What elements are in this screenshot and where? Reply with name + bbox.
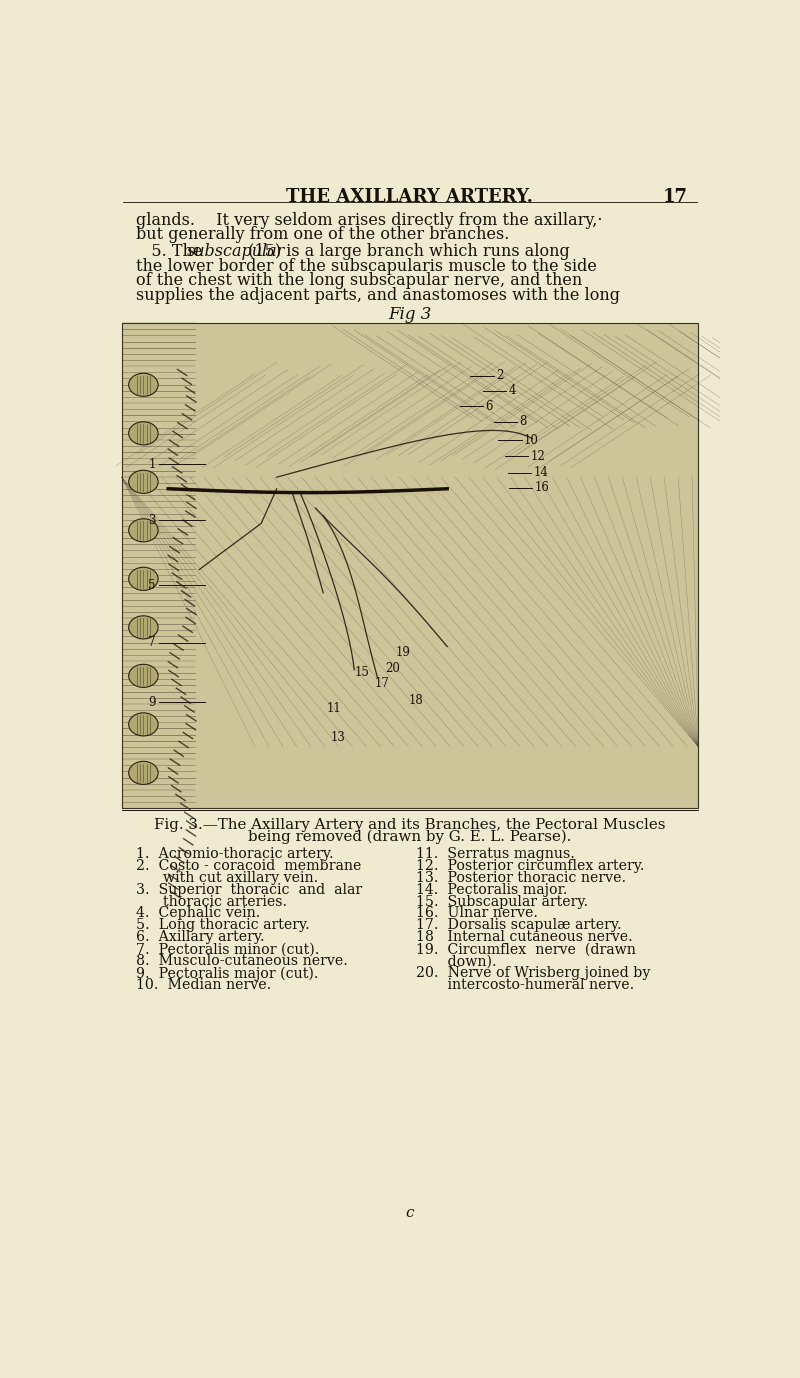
Text: 20.  Nerve of Wrisberg joined by: 20. Nerve of Wrisberg joined by xyxy=(416,966,650,980)
Text: 14.  Pectoralis major.: 14. Pectoralis major. xyxy=(416,883,568,897)
Text: 9: 9 xyxy=(148,696,156,708)
Text: Fig. 3.—The Axillary Artery and its Branches, the Pectoral Muscles: Fig. 3.—The Axillary Artery and its Bran… xyxy=(154,817,666,831)
Text: 10.  Median nerve.: 10. Median nerve. xyxy=(136,978,271,992)
Bar xyxy=(122,324,698,809)
Bar xyxy=(122,324,698,809)
Text: 13: 13 xyxy=(331,730,346,744)
Text: 12: 12 xyxy=(530,451,545,463)
Ellipse shape xyxy=(129,761,158,784)
Text: but generally from one of the other branches.: but generally from one of the other bran… xyxy=(136,226,509,243)
Ellipse shape xyxy=(129,518,158,542)
Text: Fig 3: Fig 3 xyxy=(388,306,432,324)
Text: 12.  Posterior circumflex artery.: 12. Posterior circumflex artery. xyxy=(416,858,645,872)
Text: 6: 6 xyxy=(485,400,493,413)
Text: glands.  It very seldom arises directly from the axillary,·: glands. It very seldom arises directly f… xyxy=(136,212,602,229)
Text: THE AXILLARY ARTERY.: THE AXILLARY ARTERY. xyxy=(286,189,534,207)
Text: 14: 14 xyxy=(534,466,548,480)
Text: 10: 10 xyxy=(524,434,539,446)
Ellipse shape xyxy=(129,664,158,688)
Text: 16.  Ulnar nerve.: 16. Ulnar nerve. xyxy=(416,907,538,921)
Text: with cut axillary vein.: with cut axillary vein. xyxy=(136,871,318,885)
Text: 13.  Posterior thoracic nerve.: 13. Posterior thoracic nerve. xyxy=(416,871,626,885)
Text: supplies the adjacent parts, and anastomoses with the long: supplies the adjacent parts, and anastom… xyxy=(136,287,620,305)
Text: 1: 1 xyxy=(149,457,156,471)
Text: 9.  Pectoralis major (cut).: 9. Pectoralis major (cut). xyxy=(136,966,318,981)
Text: 4.  Cephalic vein.: 4. Cephalic vein. xyxy=(136,907,260,921)
Text: 3: 3 xyxy=(148,514,156,526)
Text: (15) is a large branch which runs along: (15) is a large branch which runs along xyxy=(243,243,570,260)
Text: 17.  Dorsalis scapulæ artery.: 17. Dorsalis scapulæ artery. xyxy=(416,918,622,933)
Text: c: c xyxy=(406,1206,414,1221)
Text: down).: down). xyxy=(416,954,497,969)
Text: 15: 15 xyxy=(354,666,369,678)
Text: 15.  Subscapular artery.: 15. Subscapular artery. xyxy=(416,894,588,908)
Text: 18   Internal cutaneous nerve.: 18 Internal cutaneous nerve. xyxy=(416,930,633,944)
Text: the lower border of the subscapularis muscle to the side: the lower border of the subscapularis mu… xyxy=(136,258,597,274)
Ellipse shape xyxy=(129,712,158,736)
Text: 6.  Axillary artery.: 6. Axillary artery. xyxy=(136,930,264,944)
Text: 5: 5 xyxy=(148,579,156,591)
Text: of the chest with the long subscapular nerve, and then: of the chest with the long subscapular n… xyxy=(136,273,582,289)
Ellipse shape xyxy=(129,470,158,493)
Text: 8.  Musculo-cutaneous nerve.: 8. Musculo-cutaneous nerve. xyxy=(136,954,347,969)
Text: 18: 18 xyxy=(409,695,423,707)
Text: 20: 20 xyxy=(386,661,400,675)
Ellipse shape xyxy=(129,422,158,445)
Ellipse shape xyxy=(129,568,158,590)
Text: 7: 7 xyxy=(148,637,156,649)
Text: 4: 4 xyxy=(509,384,516,397)
Text: thoracic arteries.: thoracic arteries. xyxy=(136,894,286,908)
Text: 7.  Pectoralis minor (cut).: 7. Pectoralis minor (cut). xyxy=(136,943,319,956)
Text: 11: 11 xyxy=(326,701,341,715)
Text: 2: 2 xyxy=(496,369,503,382)
Text: 2.  Costo - coracoid  membrane: 2. Costo - coracoid membrane xyxy=(136,858,361,872)
Text: 1.  Acromio-thoracic artery.: 1. Acromio-thoracic artery. xyxy=(136,847,334,861)
Ellipse shape xyxy=(129,373,158,397)
Text: 11.  Serratus magnus.: 11. Serratus magnus. xyxy=(416,847,575,861)
Text: 5.  Long thoracic artery.: 5. Long thoracic artery. xyxy=(136,918,310,933)
Text: 17: 17 xyxy=(374,677,390,690)
Text: 19.  Circumflex  nerve  (drawn: 19. Circumflex nerve (drawn xyxy=(416,943,636,956)
Text: 5. The: 5. The xyxy=(136,243,207,260)
Text: 3.  Superior  thoracic  and  alar: 3. Superior thoracic and alar xyxy=(136,883,362,897)
Text: 8: 8 xyxy=(519,415,526,429)
Text: 19: 19 xyxy=(396,646,411,659)
Text: 17: 17 xyxy=(662,189,687,207)
Ellipse shape xyxy=(129,616,158,639)
Text: subscapular: subscapular xyxy=(187,243,285,260)
Text: intercosto-humeral nerve.: intercosto-humeral nerve. xyxy=(416,978,634,992)
Text: 16: 16 xyxy=(534,481,550,495)
Text: being removed (drawn by G. E. L. Pearse).: being removed (drawn by G. E. L. Pearse)… xyxy=(248,830,572,845)
